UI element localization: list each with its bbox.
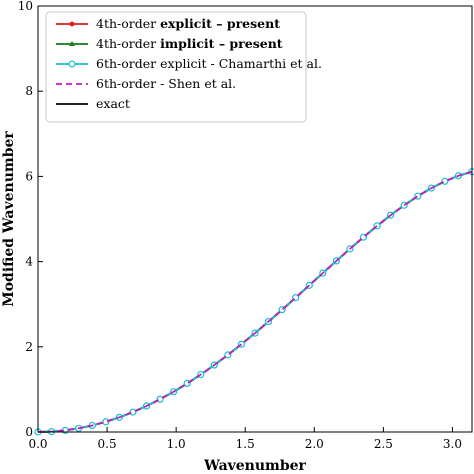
x-axis-label: Wavenumber: [203, 458, 306, 474]
legend-label: 4th-order explicit – present: [96, 16, 280, 31]
series-line: [37, 170, 473, 433]
series-line: [37, 170, 473, 433]
series-line: [37, 170, 473, 433]
y-tick-label: 10: [18, 0, 33, 13]
series-line: [37, 170, 473, 433]
legend-entry: 4th-order implicit – present: [56, 36, 283, 51]
x-tick-label: 3.0: [443, 437, 462, 451]
legend-marker: [69, 41, 75, 46]
x-tick-label: 0.5: [98, 437, 117, 451]
legend-label: exact: [96, 96, 130, 111]
y-tick-label: 8: [25, 84, 33, 98]
legend-marker: [69, 21, 75, 27]
series-4th-order-explicit-present: [35, 169, 474, 435]
legend-marker: [68, 60, 76, 68]
legend-entry: 4th-order explicit – present: [56, 16, 280, 31]
legend: 4th-order explicit – present 4th-order im…: [45, 11, 322, 123]
y-tick-label: 2: [25, 340, 33, 354]
legend-label: 6th-order - Shen et al.: [96, 76, 236, 91]
series-line: [37, 170, 473, 433]
series-6th-order-shen-et-al: [37, 170, 473, 433]
x-tick-label: 2.0: [305, 437, 324, 451]
plot-frame: [37, 5, 473, 433]
axis-ticks: 0.0 0.5 1.0 1.5 2.0 2.5 3.0 0 2 4 6 8 10: [18, 0, 462, 451]
legend-box: [45, 11, 307, 123]
legend-label: 4th-order implicit – present: [96, 36, 283, 51]
x-tick-label: 1.0: [167, 437, 186, 451]
series-exact: [37, 170, 473, 433]
series-4th-order-implicit-present: [35, 168, 474, 434]
legend-label: 6th-order explicit - Chamarthi et al.: [96, 56, 322, 71]
legend-entry: 6th-order - Shen et al.: [56, 76, 236, 91]
legend-entry: 6th-order explicit - Chamarthi et al.: [56, 56, 322, 71]
legend-entry: exact: [56, 96, 130, 111]
x-tick-label: 2.5: [374, 437, 393, 451]
x-tick-label: 0.0: [28, 437, 47, 451]
data-point: [441, 177, 449, 185]
y-tick-label: 6: [25, 169, 33, 183]
x-tick-label: 1.5: [236, 437, 255, 451]
y-tick-label: 4: [25, 255, 33, 269]
y-axis-label: Modified Wavenumber: [1, 131, 17, 307]
y-tick-label: 0: [25, 425, 33, 439]
plot-marks: [34, 168, 474, 436]
series-6th-order-explicit-chamarthi-et-al: [34, 168, 474, 436]
